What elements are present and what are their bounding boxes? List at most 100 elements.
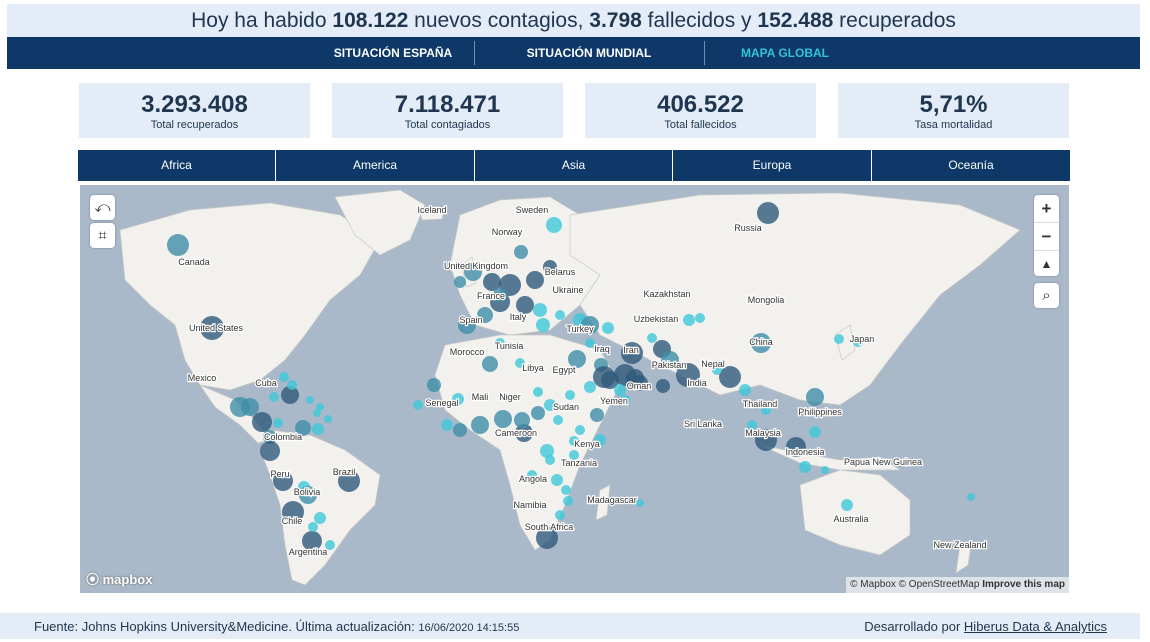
country-bubble[interactable] <box>527 470 537 480</box>
country-bubble[interactable] <box>526 271 544 289</box>
country-bubble[interactable] <box>821 466 829 474</box>
country-bubble[interactable] <box>621 342 643 364</box>
country-bubble[interactable] <box>647 333 657 343</box>
country-bubble[interactable] <box>786 437 806 457</box>
country-bubble[interactable] <box>806 388 824 406</box>
country-bubble[interactable] <box>561 485 571 495</box>
country-bubble[interactable] <box>565 390 575 400</box>
country-bubble[interactable] <box>544 399 556 411</box>
mapbox-logo[interactable]: ⦿ mapbox <box>86 572 153 587</box>
country-bubble[interactable] <box>585 338 595 348</box>
region-asia[interactable]: Asia <box>475 150 673 181</box>
region-oceania[interactable]: Oceanía <box>948 158 994 172</box>
country-bubble[interactable] <box>661 351 679 369</box>
country-bubble[interactable] <box>636 499 644 507</box>
region-africa[interactable]: Africa <box>78 150 276 181</box>
country-bubble[interactable] <box>458 316 476 334</box>
country-bubble[interactable] <box>483 273 501 291</box>
country-bubble[interactable] <box>514 245 528 259</box>
country-bubble[interactable] <box>471 416 489 434</box>
country-bubble[interactable] <box>809 426 821 438</box>
country-bubble[interactable] <box>620 395 630 405</box>
country-bubble[interactable] <box>306 396 314 404</box>
country-bubble[interactable] <box>536 527 558 549</box>
country-bubble[interactable] <box>594 434 606 446</box>
country-bubble[interactable] <box>269 392 279 402</box>
tab-situacion-espana[interactable]: SITUACIÓN ESPAÑA <box>333 46 453 60</box>
country-bubble[interactable] <box>325 540 335 550</box>
region-america[interactable]: America <box>276 150 475 181</box>
country-bubble[interactable] <box>739 384 751 396</box>
country-bubble[interactable] <box>413 400 423 410</box>
zoom-out-icon[interactable]: − <box>1034 223 1059 251</box>
country-bubble[interactable] <box>263 430 277 444</box>
country-bubble[interactable] <box>593 366 615 388</box>
country-bubble[interactable] <box>295 420 311 436</box>
country-bubble[interactable] <box>464 263 482 281</box>
country-bubble[interactable] <box>569 450 579 460</box>
country-bubble[interactable] <box>454 276 466 288</box>
country-bubble[interactable] <box>200 316 224 340</box>
country-bubble[interactable] <box>452 393 464 405</box>
country-bubble[interactable] <box>575 425 585 435</box>
country-bubble[interactable] <box>545 455 555 465</box>
country-bubble[interactable] <box>273 418 283 428</box>
country-bubble[interactable] <box>427 378 441 392</box>
country-bubble[interactable] <box>569 436 579 446</box>
country-bubble[interactable] <box>543 260 557 274</box>
country-bubble[interactable] <box>799 461 811 473</box>
country-bubble[interactable] <box>494 410 512 428</box>
country-bubble[interactable] <box>555 310 565 320</box>
country-bubble[interactable] <box>252 412 272 432</box>
country-bubble[interactable] <box>632 375 648 391</box>
country-bubble[interactable] <box>568 350 586 368</box>
country-bubble[interactable] <box>533 303 547 317</box>
country-bubble[interactable] <box>287 380 297 390</box>
country-bubble[interactable] <box>719 366 741 388</box>
country-bubble[interactable] <box>516 296 534 314</box>
locate-icon[interactable]: ⌕ <box>1034 283 1059 308</box>
tab-situacion-mundial[interactable]: SITUACIÓN MUNDIAL <box>526 46 652 60</box>
country-bubble[interactable] <box>581 316 599 334</box>
country-bubble[interactable] <box>757 202 779 224</box>
country-bubble[interactable] <box>324 415 332 423</box>
country-bubble[interactable] <box>551 474 563 486</box>
zoom-in-icon[interactable]: + <box>1034 195 1059 223</box>
country-bubble[interactable] <box>279 372 289 382</box>
country-bubble[interactable] <box>302 531 322 551</box>
tab-mapa-global[interactable]: MAPA GLOBAL <box>741 46 829 60</box>
country-bubble[interactable] <box>553 415 563 425</box>
country-bubble[interactable] <box>482 356 498 372</box>
country-bubble[interactable] <box>536 318 550 332</box>
developer-link[interactable]: Hiberus Data & Analytics <box>963 619 1107 634</box>
country-bubble[interactable] <box>853 337 863 347</box>
attribution-text[interactable]: © Mapbox © OpenStreetMap <box>850 579 980 590</box>
country-bubble[interactable] <box>540 444 554 458</box>
lasso-icon[interactable]: ⤺ <box>90 195 115 220</box>
country-bubble[interactable] <box>755 429 777 451</box>
country-bubble[interactable] <box>515 424 533 442</box>
country-bubble[interactable] <box>533 387 543 397</box>
country-bubble[interactable] <box>316 403 324 411</box>
country-bubble[interactable] <box>683 314 695 326</box>
country-bubble[interactable] <box>441 419 453 431</box>
country-bubble[interactable] <box>273 471 293 491</box>
country-bubble[interactable] <box>676 363 700 387</box>
country-bubble[interactable] <box>314 512 326 524</box>
country-bubble[interactable] <box>338 470 360 492</box>
country-bubble[interactable] <box>712 365 722 375</box>
world-map[interactable]: Iceland Sweden Norway Russia Canada United Ki… <box>80 185 1069 593</box>
country-bubble[interactable] <box>495 338 505 348</box>
country-bubble[interactable] <box>241 398 259 416</box>
country-bubble[interactable] <box>695 313 705 323</box>
country-bubble[interactable] <box>751 333 771 353</box>
country-bubble[interactable] <box>312 423 324 435</box>
country-bubble[interactable] <box>453 423 467 437</box>
country-bubble[interactable] <box>546 217 562 233</box>
country-bubble[interactable] <box>515 358 525 368</box>
country-bubble[interactable] <box>313 409 321 417</box>
country-bubble[interactable] <box>656 379 670 393</box>
country-bubble[interactable] <box>602 322 614 334</box>
region-europa[interactable]: Europa <box>673 150 872 181</box>
country-bubble[interactable] <box>841 499 853 511</box>
